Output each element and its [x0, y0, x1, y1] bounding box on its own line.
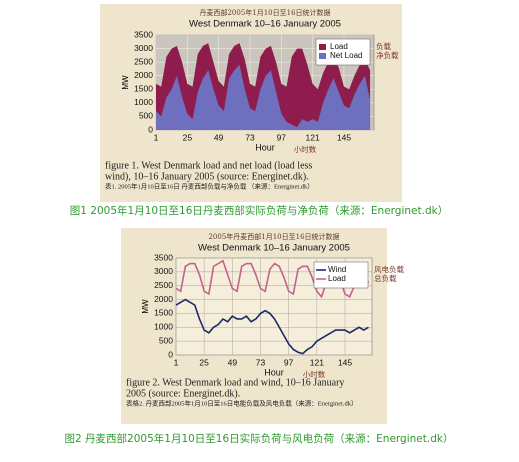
- x-tick-label: 97: [284, 357, 294, 367]
- x-tick-label: 1: [154, 132, 159, 142]
- legend-note: 风电负载: [374, 264, 404, 274]
- x-tick-label: 73: [245, 132, 255, 142]
- series-area: [156, 64, 371, 130]
- web-caption: 图2 丹麦西部2005年1月10日至16日实际负荷与风电负荷（来源：Energi…: [65, 432, 454, 445]
- x-tick-label: 145: [337, 132, 351, 142]
- x-tick-label: 97: [277, 132, 287, 142]
- x-tick-label: 145: [338, 357, 352, 367]
- y-tick-label: 1500: [134, 84, 153, 94]
- x-tick-label: 49: [228, 357, 238, 367]
- y-tick-label: 3500: [154, 252, 173, 262]
- legend-label: Net Load: [330, 51, 362, 60]
- legend-note: 净负载: [376, 50, 399, 60]
- chart-title: West Denmark 10–16 January 2005: [189, 19, 341, 30]
- x-tick-label: 121: [310, 357, 324, 367]
- y-tick-label: 3000: [154, 266, 173, 276]
- legend-note: 负载: [376, 41, 391, 51]
- y-tick-label: 2000: [154, 294, 173, 304]
- x-axis-note: 小时数: [303, 369, 326, 379]
- legend-note: 总负载: [374, 273, 397, 283]
- x-tick-label: 73: [256, 357, 266, 367]
- figure-caption: 表1. 2005年1月10日至16日 丹麦西部负载与净负载 （来源：Energi…: [105, 181, 314, 190]
- y-tick-label: 3500: [134, 29, 153, 39]
- legend-label: Load: [330, 42, 348, 51]
- series-line: [175, 298, 369, 355]
- figure-caption: 表格2. 丹麦西部2005年1月10日至16日电能负载及风电负载（来源：Ener…: [126, 398, 358, 407]
- y-tick-label: 1000: [154, 322, 173, 332]
- y-tick-label: 500: [139, 111, 153, 121]
- y-axis-title: MW: [141, 299, 150, 314]
- figure-caption: wind), 10–16 January 2005 (source: Energ…: [105, 171, 309, 182]
- y-tick-label: 0: [168, 349, 173, 359]
- y-tick-label: 1000: [134, 97, 153, 107]
- x-tick-label: 49: [214, 132, 224, 142]
- y-tick-label: 3000: [134, 43, 153, 53]
- y-tick-label: 2500: [134, 56, 153, 66]
- y-tick-label: 1500: [154, 308, 173, 318]
- y-tick-label: 500: [159, 335, 173, 345]
- legend-swatch: [319, 53, 326, 59]
- y-tick-label: 2000: [134, 70, 153, 80]
- chart-title: West Denmark 10–16 January 2005: [198, 243, 350, 254]
- x-tick-label: 121: [306, 132, 320, 142]
- legend-swatch: [319, 44, 326, 50]
- top-note: 丹麦西部2005年1月10日至16日统计数据: [199, 8, 330, 17]
- figure-caption: 2005 (source: Energinet.dk).: [126, 388, 240, 399]
- legend-label: Load: [328, 274, 346, 283]
- legend-box: [313, 261, 369, 289]
- y-tick-label: 0: [148, 124, 153, 134]
- figure-caption: figure 2. West Denmark load and wind, 10…: [126, 377, 344, 388]
- top-note: 2005年丹麦西部1月10日至16日统计数据: [208, 232, 339, 241]
- y-tick-label: 2500: [154, 280, 173, 290]
- x-tick-label: 1: [174, 357, 179, 367]
- x-axis-title: Hour: [264, 367, 284, 377]
- legend-box: [315, 38, 371, 66]
- x-axis-note: 小时数: [294, 144, 317, 154]
- x-tick-label: 25: [183, 132, 193, 142]
- legend-label: Wind: [328, 265, 346, 274]
- web-caption: 图1 2005年1月10日至16日丹麦西部实际负荷与净负荷（来源：Energin…: [70, 204, 448, 217]
- x-axis-title: Hour: [255, 142, 275, 152]
- figure-caption: figure 1. West Denmark load and net load…: [105, 160, 312, 171]
- y-axis-title: MW: [121, 75, 130, 90]
- x-tick-label: 25: [199, 357, 209, 367]
